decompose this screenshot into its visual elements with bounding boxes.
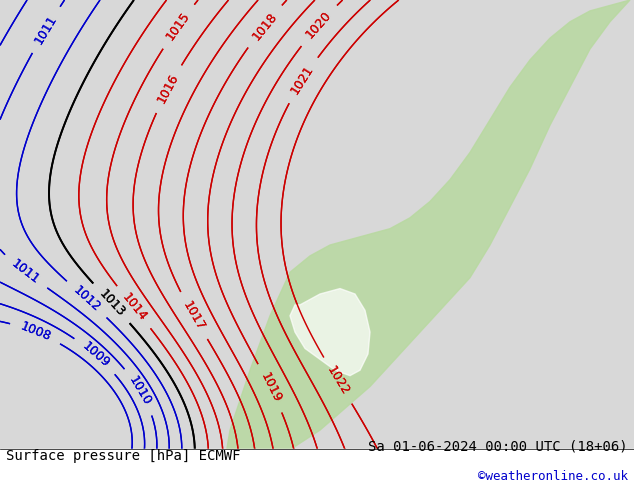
Polygon shape (220, 0, 630, 490)
Text: 1022: 1022 (324, 364, 351, 397)
Text: 1021: 1021 (288, 63, 316, 97)
Text: 1017: 1017 (180, 299, 207, 333)
Text: 1011: 1011 (9, 257, 42, 287)
Text: 1021: 1021 (288, 63, 316, 97)
Text: Surface pressure [hPa] ECMWF: Surface pressure [hPa] ECMWF (6, 449, 241, 463)
Text: 1012: 1012 (71, 284, 103, 315)
Text: 1017: 1017 (180, 299, 207, 333)
Text: 1020: 1020 (303, 9, 334, 42)
Text: 1011: 1011 (32, 13, 60, 47)
Polygon shape (290, 289, 370, 376)
Text: 1016: 1016 (155, 72, 181, 106)
Text: 1011: 1011 (32, 13, 60, 47)
Text: 1013: 1013 (96, 287, 127, 319)
Text: 1019: 1019 (257, 371, 283, 405)
Text: 1015: 1015 (164, 10, 193, 43)
Text: 1018: 1018 (249, 10, 280, 43)
Text: 1014: 1014 (119, 291, 149, 323)
Text: 1008: 1008 (18, 320, 53, 344)
Text: 1022: 1022 (324, 364, 351, 397)
Text: ©weatheronline.co.uk: ©weatheronline.co.uk (477, 469, 628, 483)
Text: 1018: 1018 (249, 10, 280, 43)
Text: 1009: 1009 (79, 340, 112, 370)
Text: 1010: 1010 (126, 374, 154, 408)
Text: 1015: 1015 (164, 10, 193, 43)
Text: 1009: 1009 (79, 340, 112, 370)
Text: Sa 01-06-2024 00:00 UTC (18+06): Sa 01-06-2024 00:00 UTC (18+06) (368, 439, 628, 453)
Text: 1019: 1019 (257, 371, 283, 405)
Text: 1013: 1013 (96, 287, 127, 319)
Text: 1008: 1008 (18, 320, 53, 344)
Text: 1016: 1016 (155, 72, 181, 106)
Text: 1010: 1010 (126, 374, 154, 408)
Text: 1014: 1014 (119, 291, 149, 323)
Bar (0, 449, 634, 490)
Text: 1011: 1011 (9, 257, 42, 287)
Text: 1020: 1020 (303, 9, 334, 42)
Text: 1012: 1012 (71, 284, 103, 315)
